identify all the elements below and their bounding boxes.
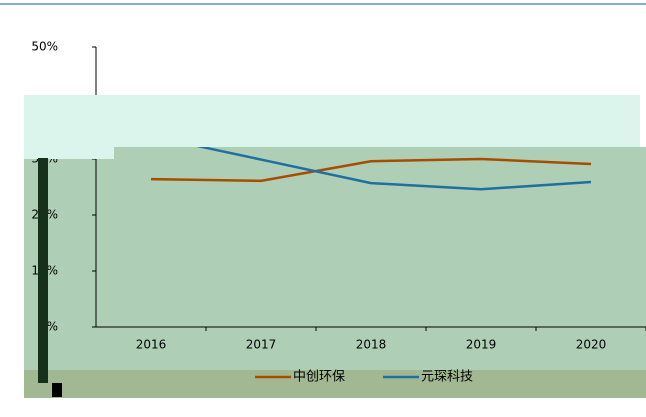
overlay (24, 95, 640, 147)
overlay-bar (38, 158, 48, 383)
series-line (150, 157, 592, 183)
y-tick-label: 50% (31, 40, 58, 54)
legend-label: 中创环保 (293, 370, 345, 385)
x-tick-label: 2018 (356, 338, 387, 352)
plot-background (24, 147, 646, 370)
x-tick-label: 2017 (246, 338, 277, 352)
x-tick-label: 2019 (466, 338, 497, 352)
x-tick-label: 2020 (576, 338, 607, 352)
legend-label: 元琛科技 (421, 370, 473, 385)
overlay (24, 147, 114, 159)
x-tick-label: 2016 (136, 338, 167, 352)
series-line (150, 134, 592, 191)
overlay-block (52, 383, 62, 397)
legend-background (24, 370, 646, 398)
